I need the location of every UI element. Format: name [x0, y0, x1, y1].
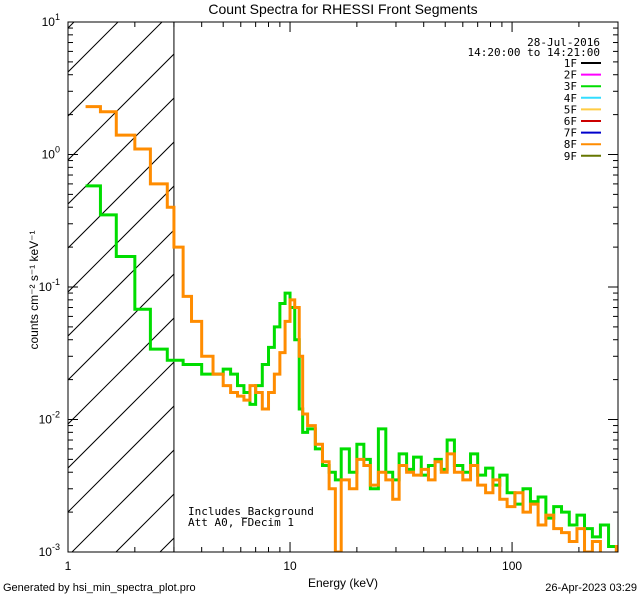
legend-label: 8F [564, 138, 577, 151]
legend-label: 7F [564, 127, 577, 140]
y-tick-label: 10-2 [39, 410, 60, 427]
x-tick-label: 10 [283, 559, 297, 573]
series-3F-line [85, 184, 618, 552]
y-tick-label: 100 [42, 145, 60, 162]
annotation-attenuator: Att A0, FDecim 1 [188, 516, 294, 529]
y-axis: 101 100 10-1 10-2 10-3 [39, 12, 618, 559]
y-axis-label: counts cm⁻² s⁻¹ keV⁻¹ [27, 230, 41, 349]
y-tick-label: 101 [42, 12, 60, 29]
time-range-label: 14:20:00 to 14:21:00 [468, 46, 600, 59]
chart-title: Count Spectra for RHESSI Front Segments [208, 1, 477, 17]
date-label: 28-Jul-2016 [527, 36, 600, 49]
x-tick-label: 100 [502, 559, 522, 573]
plot-frame [67, 21, 619, 553]
x-axis-label: Energy (keV) [308, 576, 378, 590]
y-tick-label: 10-3 [39, 542, 60, 559]
hatched-region [68, 22, 175, 552]
legend-label: 2F [564, 69, 577, 82]
legend-label: 1F [564, 57, 577, 70]
series-8F-line [85, 105, 618, 552]
legend-label: 9F [564, 150, 577, 163]
footer-generated-by: Generated by hsi_min_spectra_plot.pro [3, 582, 196, 594]
legend-label: 3F [564, 80, 577, 93]
annotation-background: Includes_Background [188, 505, 314, 518]
y-tick-label: 10-1 [39, 277, 60, 294]
footer-timestamp: 26-Apr-2023 03:29 [545, 582, 637, 594]
legend-label: 6F [564, 115, 577, 128]
hatch-lines [68, 22, 174, 552]
legend-label: 4F [564, 92, 577, 105]
legend-label: 5F [564, 103, 577, 116]
x-axis: 1 10 100 [65, 22, 619, 573]
x-tick-label: 1 [65, 559, 72, 573]
